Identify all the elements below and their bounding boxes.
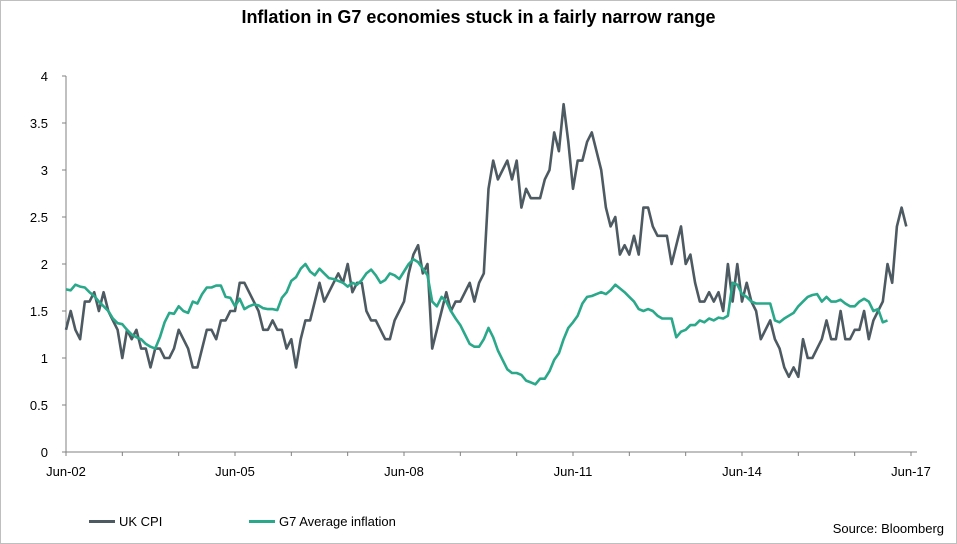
- legend-item-g7-average: G7 Average inflation: [249, 514, 396, 529]
- y-tick-label: 0: [41, 445, 48, 460]
- legend-label-uk-cpi: UK CPI: [119, 514, 163, 529]
- y-tick-label: 2.5: [30, 210, 48, 225]
- x-tick-label: Jun-08: [384, 464, 424, 479]
- x-tick-label: Jun-14: [722, 464, 762, 479]
- y-tick-label: 2: [41, 257, 48, 272]
- series-layer: [64, 102, 908, 386]
- y-tick-label: 1: [41, 351, 48, 366]
- y-tick-label: 1.5: [30, 304, 48, 319]
- series-line-uk-cpi: [64, 102, 908, 379]
- legend-swatch-g7-average: [249, 520, 275, 523]
- y-axis: 0 0.5 1 1.5 2 2.5 3 3.5 4: [30, 69, 67, 460]
- line-chart: 00.511.522.533.54 Jun-02 Jun-05 Jun-08 Jun-…: [30, 69, 931, 479]
- y-tick-label: 0.5: [30, 398, 48, 413]
- x-tick-label: Jun-02: [46, 464, 86, 479]
- x-tick-label: Jun-05: [215, 464, 255, 479]
- series-line-g7-average: [65, 258, 888, 386]
- legend-item-uk-cpi: UK CPI: [89, 514, 162, 529]
- y-tick-label: 3.5: [30, 116, 48, 131]
- source-note: Source: Bloomberg: [832, 521, 944, 536]
- x-tick-label: Jun-17: [891, 464, 931, 479]
- y-tick-label: 3: [41, 163, 48, 178]
- x-axis: Jun-02 Jun-05 Jun-08 Jun-11 Jun-14 Jun-17: [46, 451, 931, 479]
- y-tick-label: 4: [41, 69, 48, 84]
- x-tick-label: Jun-11: [554, 464, 593, 479]
- chart-title: Inflation in G7 economies stuck in a fai…: [241, 7, 716, 27]
- legend-label-g7-average: G7 Average inflation: [279, 514, 396, 529]
- legend-swatch-uk-cpi: [89, 520, 115, 523]
